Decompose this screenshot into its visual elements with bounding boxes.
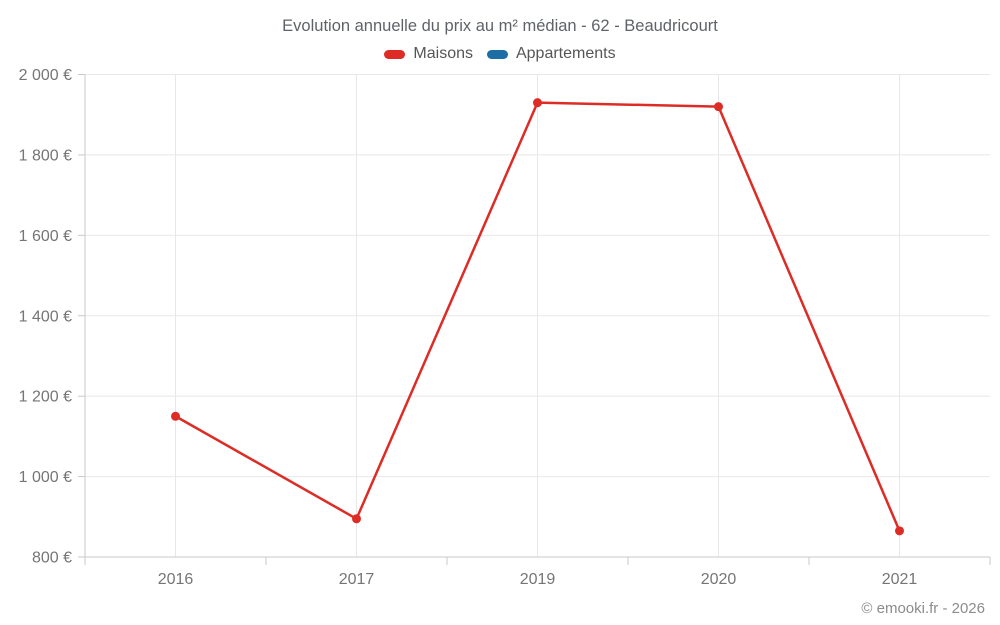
legend-label-maisons: Maisons <box>413 45 473 62</box>
data-point-maisons-2019[interactable] <box>533 98 542 108</box>
data-point-maisons-2017[interactable] <box>352 514 361 524</box>
chart-title: Evolution annuelle du prix au m² médian … <box>282 17 718 35</box>
x-tick-label: 2021 <box>882 571 918 588</box>
legend-swatch-appartements-icon <box>486 49 508 59</box>
y-tick-label: 1 400 € <box>19 308 72 325</box>
x-tick-label: 2019 <box>520 571 556 588</box>
legend-item-appartements[interactable]: Appartements <box>486 45 616 63</box>
y-tick-label: 1 800 € <box>19 147 72 164</box>
copyright: © emooki.fr - 2026 <box>861 600 985 617</box>
legend-item-maisons[interactable]: Maisons <box>384 45 473 63</box>
y-tick-label: 800 € <box>32 550 72 567</box>
y-tick-label: 1 600 € <box>19 228 72 245</box>
legend-label-appartements: Appartements <box>515 45 616 62</box>
y-tick-label: 1 000 € <box>19 469 72 486</box>
data-point-maisons-2016[interactable] <box>171 411 180 421</box>
legend-swatch-maisons-icon <box>384 49 406 59</box>
data-point-maisons-2020[interactable] <box>714 102 723 112</box>
y-tick-label: 2 000 € <box>19 67 72 84</box>
x-tick-label: 2017 <box>339 571 375 588</box>
legend: Maisons Appartements <box>0 45 1000 63</box>
x-tick-label: 2020 <box>701 571 737 588</box>
x-tick-label: 2016 <box>158 571 194 588</box>
y-tick-label: 1 200 € <box>19 389 72 406</box>
data-point-maisons-2021[interactable] <box>895 526 904 536</box>
